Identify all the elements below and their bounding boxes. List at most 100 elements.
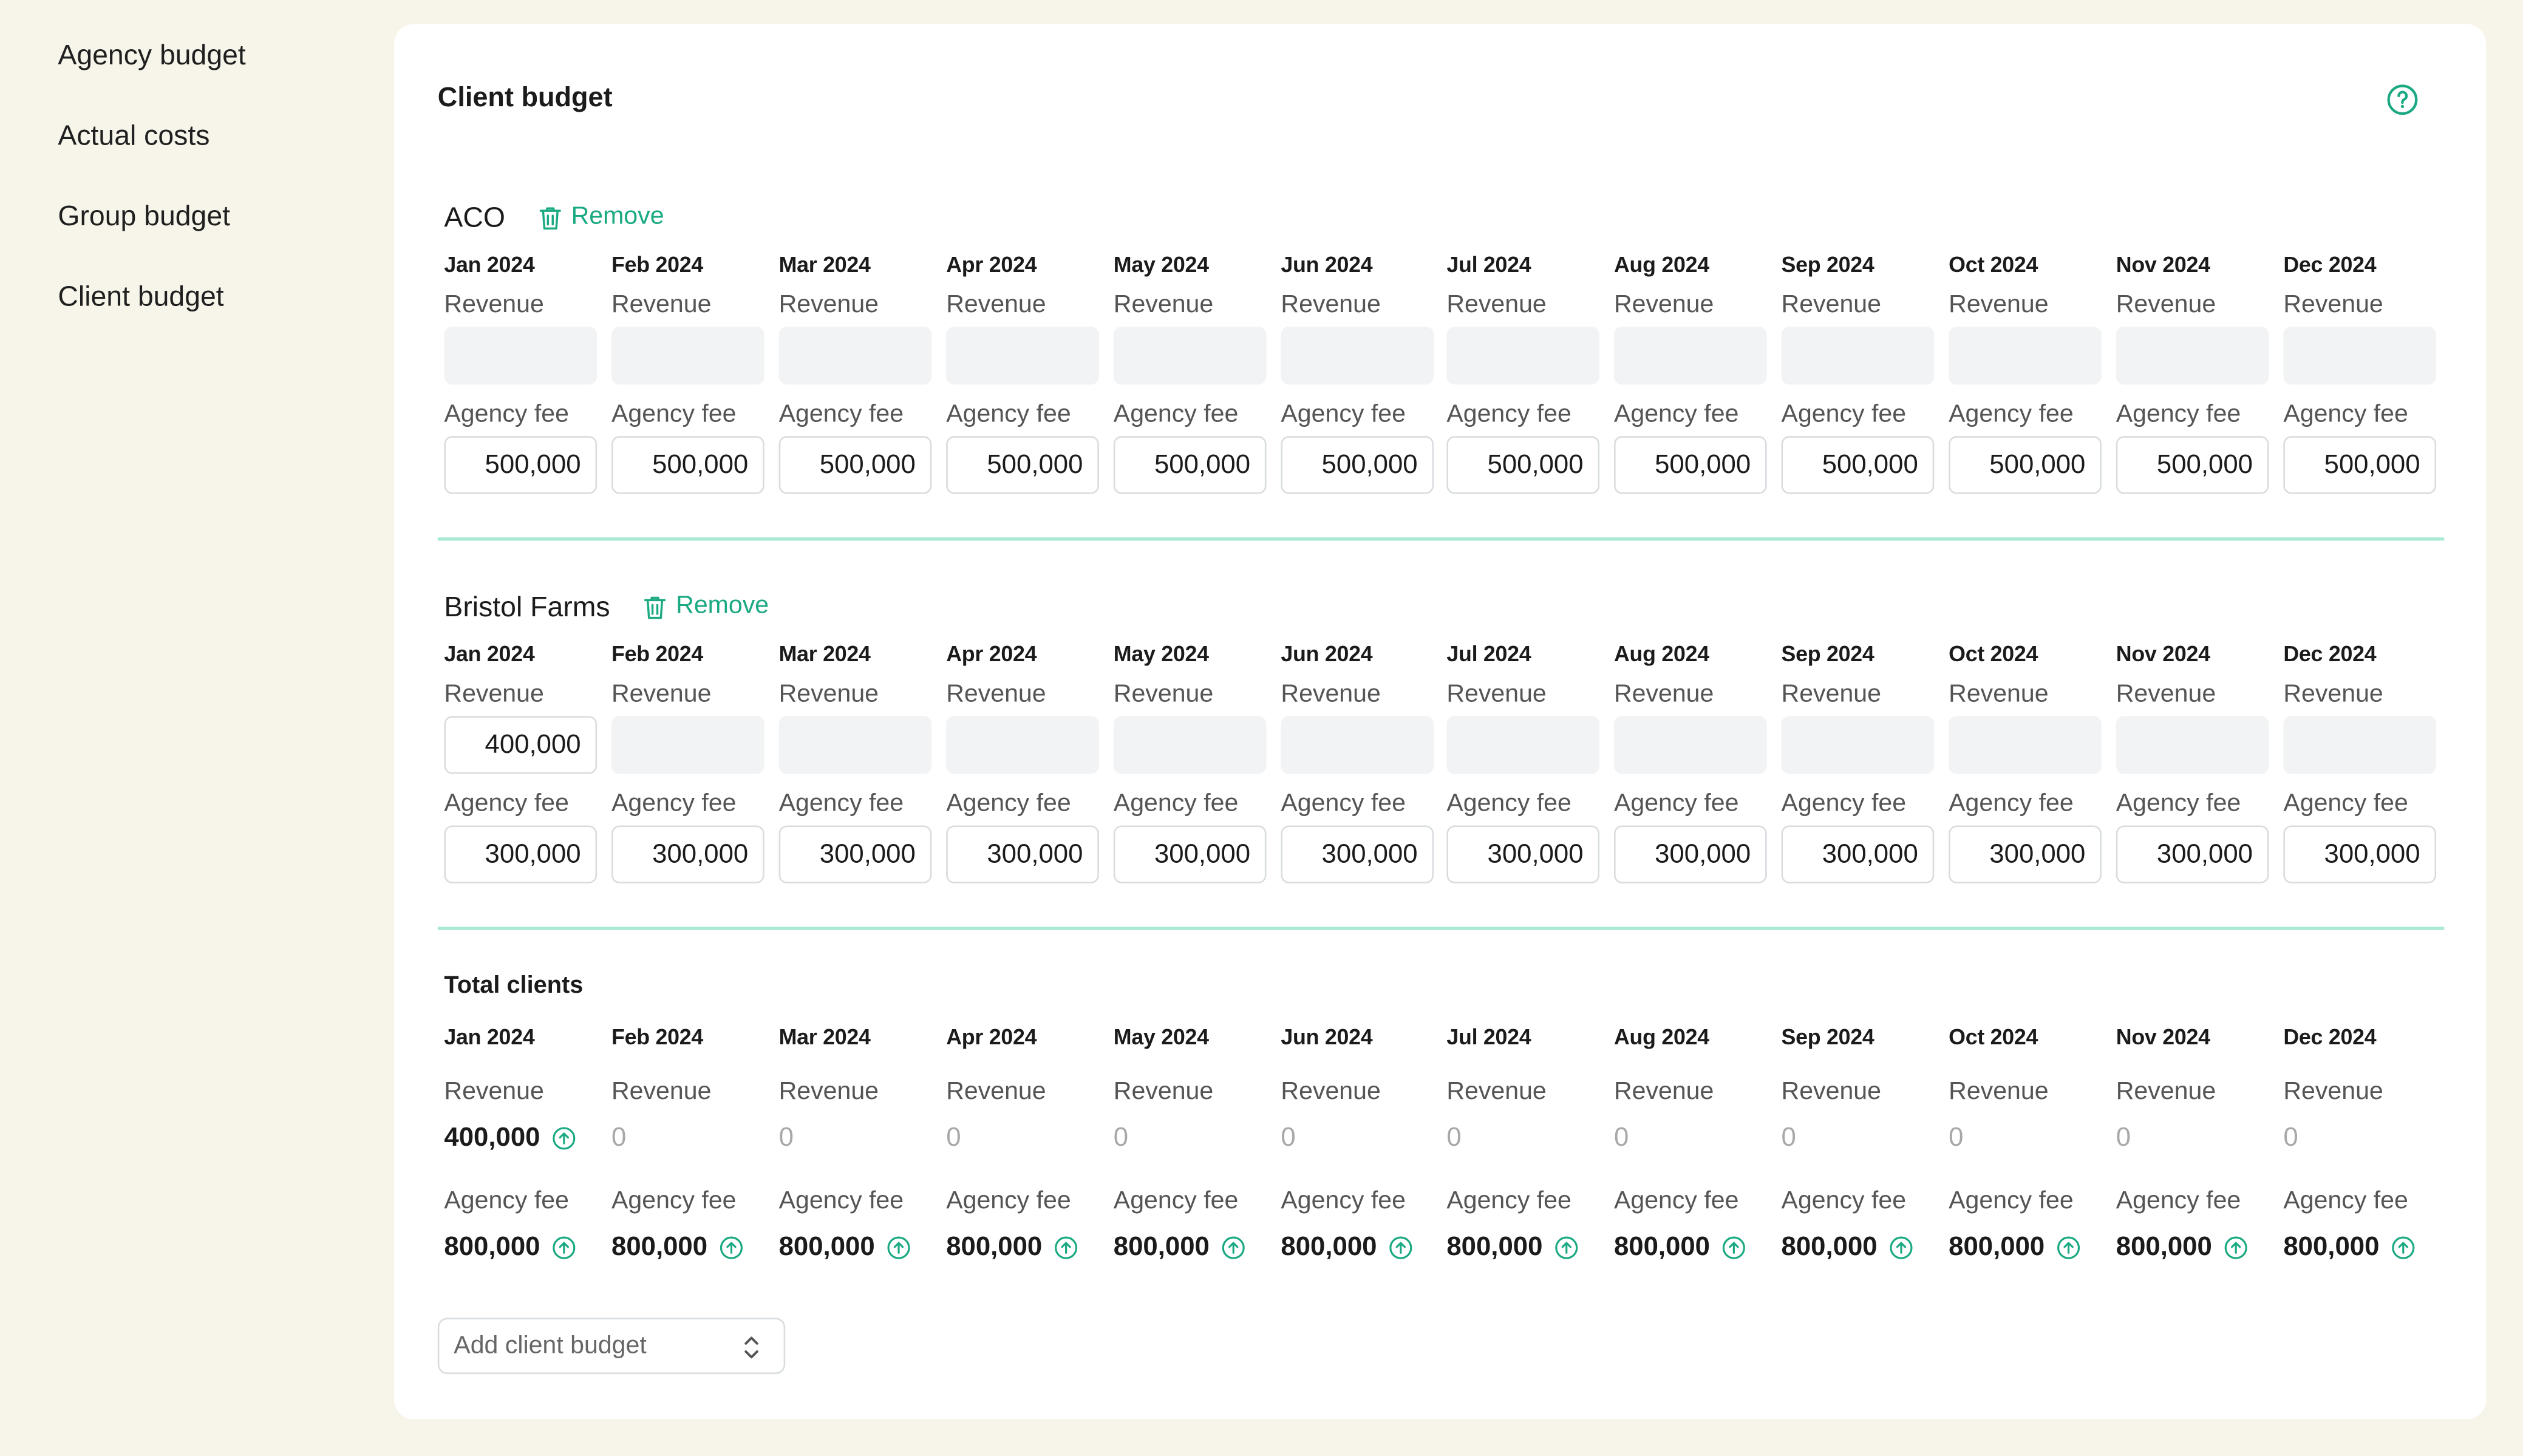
sidebar-item-agency-budget[interactable]: Agency budget — [58, 38, 246, 71]
revenue-input[interactable] — [444, 326, 598, 385]
total-agency-fee: 800,000 — [1614, 1233, 1745, 1263]
revenue-input[interactable] — [2283, 716, 2437, 774]
revenue-input[interactable] — [1446, 716, 1600, 774]
month-label: Dec 2024 — [2283, 253, 2377, 277]
revenue-input[interactable] — [2116, 326, 2269, 385]
agency-fee-input[interactable]: 500,000 — [778, 436, 932, 494]
agency-fee-input[interactable]: 500,000 — [1613, 436, 1767, 494]
client-header: Bristol Farms Remove — [444, 587, 769, 626]
revenue-input[interactable] — [611, 716, 764, 774]
revenue-input[interactable] — [1281, 326, 1434, 385]
month-label: Feb 2024 — [611, 253, 704, 277]
month-label: Dec 2024 — [2283, 1025, 2377, 1049]
revenue-label: Revenue — [1446, 1078, 1547, 1106]
agency-fee-input[interactable]: 500,000 — [2283, 436, 2437, 494]
add-client-budget-select[interactable]: Add client budget — [437, 1318, 786, 1375]
month-label: Mar 2024 — [778, 253, 871, 277]
sidebar-item-group-budget[interactable]: Group budget — [58, 199, 231, 232]
agency-fee-input[interactable]: 300,000 — [946, 825, 1099, 883]
remove-button[interactable]: Remove — [537, 203, 664, 232]
agency-fee-input[interactable]: 300,000 — [444, 825, 598, 883]
agency-fee-label: Agency fee — [1446, 400, 1571, 428]
month-label: May 2024 — [1113, 1025, 1209, 1049]
revenue-label: Revenue — [2283, 1078, 2383, 1106]
revenue-input[interactable] — [1613, 716, 1767, 774]
revenue-input[interactable] — [946, 326, 1099, 385]
total-agency-fee-value: 800,000 — [1446, 1232, 1543, 1262]
arrow-up-circle-icon — [1054, 1236, 1077, 1259]
revenue-label: Revenue — [1281, 680, 1381, 708]
revenue-input[interactable] — [1949, 326, 2102, 385]
month-label: Aug 2024 — [1613, 642, 1709, 667]
agency-fee-input[interactable]: 300,000 — [1113, 825, 1267, 883]
agency-fee-input[interactable]: 500,000 — [444, 436, 598, 494]
arrow-up-circle-icon — [887, 1236, 910, 1259]
revenue-input[interactable] — [1781, 716, 1935, 774]
agency-fee-input[interactable]: 300,000 — [611, 825, 764, 883]
total-revenue-value: 0 — [1613, 1123, 1629, 1152]
month-label: Nov 2024 — [2116, 1025, 2210, 1049]
agency-fee-input[interactable]: 300,000 — [1446, 825, 1600, 883]
agency-fee-input[interactable]: 500,000 — [1781, 436, 1935, 494]
agency-fee-input[interactable]: 500,000 — [1949, 436, 2102, 494]
agency-fee-label: Agency fee — [444, 790, 569, 818]
agency-fee-input[interactable]: 500,000 — [1281, 436, 1434, 494]
revenue-input[interactable] — [2283, 326, 2437, 385]
revenue-input[interactable]: 400,000 — [444, 716, 598, 774]
revenue-input[interactable] — [1113, 326, 1267, 385]
month-label: Sep 2024 — [1781, 253, 1874, 277]
agency-fee-input[interactable]: 500,000 — [2116, 436, 2269, 494]
total-agency-fee: 800,000 — [946, 1233, 1077, 1263]
question-circle-icon[interactable] — [2386, 84, 2419, 116]
total-revenue: 400,000 — [444, 1123, 575, 1154]
revenue-input[interactable] — [1446, 326, 1600, 385]
revenue-input[interactable] — [1949, 716, 2102, 774]
revenue-input[interactable] — [1113, 716, 1267, 774]
total-revenue-value: 0 — [1949, 1123, 1964, 1152]
remove-button[interactable]: Remove — [642, 592, 769, 621]
arrow-up-circle-icon — [552, 1127, 575, 1150]
revenue-input[interactable] — [1613, 326, 1767, 385]
total-revenue-value: 0 — [611, 1123, 627, 1152]
total-revenue: 0 — [1446, 1123, 1461, 1154]
revenue-input[interactable] — [778, 716, 932, 774]
revenue-input[interactable] — [778, 326, 932, 385]
agency-fee-input[interactable]: 300,000 — [778, 825, 932, 883]
agency-fee-input[interactable]: 500,000 — [946, 436, 1099, 494]
agency-fee-input[interactable]: 500,000 — [611, 436, 764, 494]
revenue-label: Revenue — [946, 291, 1046, 319]
agency-fee-input[interactable]: 500,000 — [1446, 436, 1600, 494]
agency-fee-input[interactable]: 300,000 — [1781, 825, 1935, 883]
month-label: Oct 2024 — [1949, 642, 2038, 667]
agency-fee-input[interactable]: 300,000 — [1949, 825, 2102, 883]
sidebar-item-client-budget[interactable]: Client budget — [58, 280, 224, 313]
agency-fee-input[interactable]: 300,000 — [1613, 825, 1767, 883]
revenue-label: Revenue — [1613, 680, 1714, 708]
agency-fee-label: Agency fee — [946, 790, 1071, 818]
revenue-input[interactable] — [611, 326, 764, 385]
revenue-input[interactable] — [1281, 716, 1434, 774]
month-label: Dec 2024 — [2283, 642, 2377, 667]
total-clients-title: Total clients — [444, 971, 584, 999]
total-agency-fee-value: 800,000 — [1113, 1232, 1210, 1262]
revenue-input[interactable] — [946, 716, 1099, 774]
agency-fee-label: Agency fee — [2116, 1187, 2241, 1215]
revenue-input[interactable] — [1781, 326, 1935, 385]
agency-fee-input[interactable]: 500,000 — [1113, 436, 1267, 494]
section-divider — [437, 927, 2445, 930]
agency-fee-input[interactable]: 300,000 — [2283, 825, 2437, 883]
total-revenue: 0 — [946, 1123, 961, 1154]
month-label: Jul 2024 — [1446, 253, 1531, 277]
total-revenue-value: 0 — [1281, 1123, 1296, 1152]
client-budget-card: Client budget ACO Remove Jan 2024 Revenue… — [394, 24, 2487, 1420]
total-revenue: 0 — [779, 1123, 794, 1154]
revenue-label: Revenue — [1781, 1078, 1881, 1106]
sidebar-item-actual-costs[interactable]: Actual costs — [58, 119, 210, 152]
revenue-label: Revenue — [778, 1078, 879, 1106]
revenue-input[interactable] — [2116, 716, 2269, 774]
agency-fee-input[interactable]: 300,000 — [1281, 825, 1434, 883]
total-revenue-value: 0 — [1446, 1123, 1462, 1152]
agency-fee-input[interactable]: 300,000 — [2116, 825, 2269, 883]
arrow-up-circle-icon — [719, 1236, 743, 1259]
revenue-label: Revenue — [2283, 291, 2383, 319]
